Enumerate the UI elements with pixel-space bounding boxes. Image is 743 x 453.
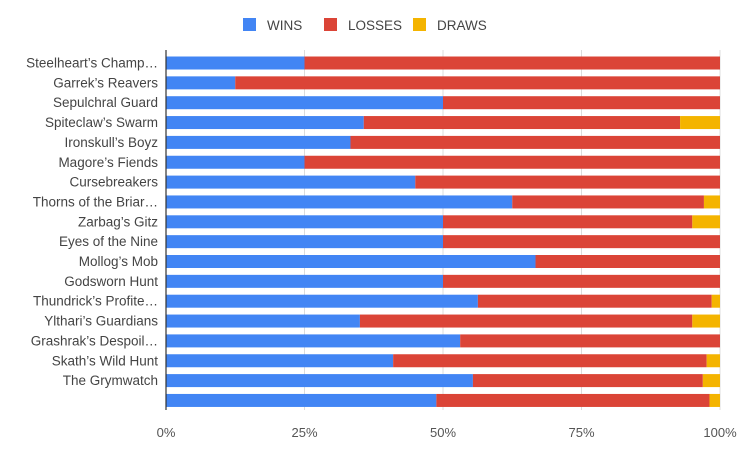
category-label: Zarbag’s Gitz <box>78 214 158 229</box>
category-label: Spiteclaw’s Swarm <box>45 115 158 130</box>
bar-losses <box>304 155 720 169</box>
bar-wins <box>166 155 305 169</box>
bar-losses <box>443 235 720 249</box>
bar-losses <box>512 195 704 209</box>
gridlines <box>304 50 721 410</box>
bar-losses <box>436 393 710 407</box>
bar-losses <box>443 215 693 229</box>
legend-swatch-losses <box>324 18 337 31</box>
bar-draws <box>706 354 720 368</box>
bar-wins <box>166 354 394 368</box>
category-label: Thorns of the Briar… <box>33 194 158 209</box>
category-label: Grashrak’s Despoil… <box>31 333 158 348</box>
bar-wins <box>166 294 478 308</box>
bars <box>166 56 720 407</box>
category-label: Eyes of the Nine <box>59 234 158 249</box>
bar-losses <box>363 116 681 130</box>
bar-wins <box>166 393 437 407</box>
bar-losses <box>477 294 712 308</box>
bar-losses <box>393 354 707 368</box>
category-label: Thundrick’s Profite… <box>33 294 158 309</box>
category-labels: Steelheart’s Champ… Garrek’s Reavers Sepul… <box>26 56 158 389</box>
bar-losses <box>460 334 720 348</box>
bar-wins <box>166 374 473 388</box>
legend-label-wins: WINS <box>267 18 302 33</box>
legend: WINS LOSSES DRAWS <box>243 18 487 33</box>
bar-wins <box>166 215 443 229</box>
bar-losses <box>415 175 720 189</box>
legend-label-losses: LOSSES <box>348 18 402 33</box>
bar-losses <box>443 274 720 288</box>
bar-wins <box>166 175 416 189</box>
x-tick-label: 25% <box>291 425 317 440</box>
bar-wins <box>166 116 364 130</box>
bar-wins <box>166 135 351 149</box>
bar-draws <box>692 314 720 328</box>
bar-losses <box>235 76 720 90</box>
category-label: Magore’s Fiends <box>58 155 158 170</box>
bar-draws <box>680 116 720 130</box>
bar-draws <box>709 393 720 407</box>
bar-losses <box>472 374 703 388</box>
category-label: Sepulchral Guard <box>53 95 158 110</box>
legend-swatch-wins <box>243 18 256 31</box>
bar-wins <box>166 314 360 328</box>
bar-draws <box>711 294 720 308</box>
bar-wins <box>166 96 443 110</box>
x-tick-labels: 0% 25% 50% 75% 100% <box>157 425 737 440</box>
bar-draws <box>692 215 720 229</box>
category-label: Steelheart’s Champ… <box>26 56 158 71</box>
category-label: Garrek’s Reavers <box>53 75 158 90</box>
legend-swatch-draws <box>413 18 426 31</box>
bar-losses <box>535 255 720 268</box>
bar-wins <box>166 56 305 70</box>
bar-wins <box>166 195 513 209</box>
bar-draws <box>702 374 720 388</box>
bar-draws <box>703 195 720 209</box>
legend-label-draws: DRAWS <box>437 18 487 33</box>
bar-wins <box>166 76 236 90</box>
bar-losses <box>304 56 720 70</box>
category-label: Cursebreakers <box>69 175 158 190</box>
x-tick-label: 50% <box>430 425 456 440</box>
bar-wins <box>166 274 443 288</box>
bar-losses <box>350 135 720 149</box>
x-tick-label: 0% <box>157 425 176 440</box>
category-label: Godsworn Hunt <box>64 274 158 289</box>
bar-wins <box>166 334 461 348</box>
category-label: Mollog’s Mob <box>79 254 158 269</box>
bar-wins <box>166 235 443 249</box>
category-label: Ironskull’s Boyz <box>64 135 158 150</box>
category-label: The Grymwatch <box>63 373 158 388</box>
bar-losses <box>359 314 693 328</box>
bar-wins <box>166 255 536 268</box>
category-label: Ylthari’s Guardians <box>44 314 158 329</box>
x-tick-label: 75% <box>568 425 594 440</box>
category-label: Skath’s Wild Hunt <box>52 353 159 368</box>
bar-losses <box>443 96 720 110</box>
x-tick-label: 100% <box>703 425 737 440</box>
